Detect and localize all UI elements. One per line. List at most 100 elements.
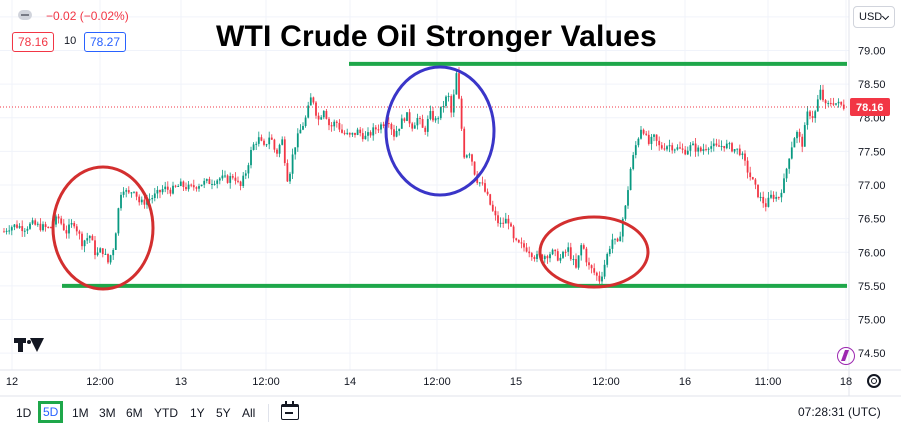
candle-body bbox=[341, 129, 343, 133]
candle-body bbox=[359, 129, 362, 134]
tradingview-logo-icon[interactable] bbox=[14, 338, 44, 356]
ask-price[interactable]: 78.27 bbox=[84, 32, 127, 52]
candle-body bbox=[161, 189, 164, 193]
candle-body bbox=[317, 115, 320, 120]
candle-body bbox=[710, 146, 713, 149]
lightning-icon[interactable] bbox=[837, 347, 855, 365]
currency-selector[interactable]: USD bbox=[853, 6, 895, 28]
candle-body bbox=[268, 137, 271, 145]
candle-body bbox=[122, 191, 125, 195]
range-1m-button[interactable]: 1M bbox=[72, 406, 89, 420]
candle-body bbox=[411, 123, 414, 129]
candle-body bbox=[117, 208, 120, 234]
candle-body bbox=[29, 223, 31, 229]
candle-body bbox=[351, 132, 354, 135]
candle-body bbox=[595, 272, 598, 276]
candle-body bbox=[3, 231, 5, 233]
range-5y-button[interactable]: 5Y bbox=[216, 406, 231, 420]
candle-body bbox=[520, 242, 523, 244]
candle-body bbox=[775, 197, 778, 199]
candle-body bbox=[689, 145, 692, 151]
candle-body bbox=[291, 154, 294, 174]
candle-body bbox=[299, 129, 302, 134]
candle-body bbox=[247, 165, 250, 174]
candle-body bbox=[666, 146, 668, 150]
toolbar-divider bbox=[268, 404, 269, 422]
range-ytd-button[interactable]: YTD bbox=[154, 406, 178, 420]
candle-body bbox=[398, 128, 401, 132]
range-1d-button[interactable]: 1D bbox=[16, 406, 32, 420]
candle-body bbox=[744, 153, 746, 161]
annotation-ellipse-2[interactable] bbox=[384, 65, 496, 197]
time-axis[interactable]: 12 12:00 13 12:00 14 12:00 15 12:00 16 11:00 18 bbox=[6, 376, 852, 388]
candle-body bbox=[104, 253, 107, 255]
annotation-ellipse-3[interactable] bbox=[538, 215, 650, 289]
calendar-icon[interactable] bbox=[281, 401, 299, 420]
annotation-ellipse-1[interactable] bbox=[51, 165, 155, 291]
bid-price[interactable]: 78.16 bbox=[12, 32, 55, 52]
candle-body bbox=[88, 235, 91, 239]
candle-body bbox=[18, 226, 21, 228]
price-change: −0.02 (−0.02%) bbox=[46, 9, 129, 23]
candle-body bbox=[252, 144, 255, 150]
candle-body bbox=[237, 180, 239, 182]
candle-body bbox=[632, 155, 635, 169]
candle-body bbox=[429, 111, 432, 119]
candle-body bbox=[153, 193, 156, 199]
candle-body bbox=[837, 101, 840, 104]
candle-body bbox=[273, 139, 276, 150]
utc-clock[interactable]: 07:28:31 (UTC) bbox=[798, 405, 881, 419]
candle-body bbox=[616, 238, 619, 242]
candle-body bbox=[767, 197, 770, 207]
candle-body bbox=[312, 97, 315, 103]
range-3m-button[interactable]: 3M bbox=[99, 406, 116, 420]
candle-body bbox=[369, 132, 372, 136]
candle-body bbox=[562, 251, 564, 258]
candle-body bbox=[424, 127, 427, 132]
candle-body bbox=[741, 153, 744, 155]
candle-body bbox=[806, 111, 809, 126]
annotations[interactable] bbox=[51, 65, 650, 291]
candle-body bbox=[705, 149, 707, 151]
candle-body bbox=[679, 147, 681, 149]
candle-body bbox=[281, 139, 284, 145]
level-lines[interactable] bbox=[62, 61, 847, 288]
price-axis[interactable]: 79.5079.0078.5078.0077.5077.0076.5076.00… bbox=[858, 12, 886, 360]
candle-body bbox=[382, 124, 385, 126]
candle-body bbox=[374, 127, 377, 130]
candle-body bbox=[367, 132, 369, 136]
candle-body bbox=[827, 103, 830, 105]
candle-body bbox=[419, 118, 421, 120]
candle-body bbox=[515, 238, 518, 241]
candle-body bbox=[83, 240, 86, 247]
candle-body bbox=[432, 111, 434, 121]
candle-body bbox=[208, 179, 211, 184]
candle-body bbox=[260, 137, 263, 141]
range-1y-button[interactable]: 1Y bbox=[190, 406, 205, 420]
candle-body bbox=[749, 172, 752, 178]
collapse-icon[interactable] bbox=[18, 10, 32, 20]
candle-body bbox=[138, 196, 141, 203]
candle-body bbox=[203, 180, 206, 185]
candle-body bbox=[408, 112, 411, 124]
candle-body bbox=[671, 145, 674, 151]
candle-body bbox=[614, 238, 616, 240]
candle-body bbox=[200, 184, 203, 187]
candle-body bbox=[31, 220, 34, 224]
candle-body bbox=[156, 189, 159, 194]
candle-body bbox=[244, 173, 247, 176]
candle-body bbox=[140, 199, 143, 203]
candle-body bbox=[606, 253, 609, 265]
gear-icon[interactable] bbox=[867, 374, 881, 388]
candle-body bbox=[575, 259, 577, 268]
range-all-button[interactable]: All bbox=[242, 406, 256, 420]
candle-body bbox=[239, 181, 242, 186]
candle-body bbox=[746, 160, 749, 173]
candle-body bbox=[195, 187, 198, 189]
range-5d-button[interactable]: 5D bbox=[38, 401, 64, 423]
candle-body bbox=[23, 230, 26, 232]
candle-body bbox=[133, 191, 135, 193]
range-6m-button[interactable]: 6M bbox=[126, 406, 143, 420]
candle-body bbox=[226, 175, 229, 183]
